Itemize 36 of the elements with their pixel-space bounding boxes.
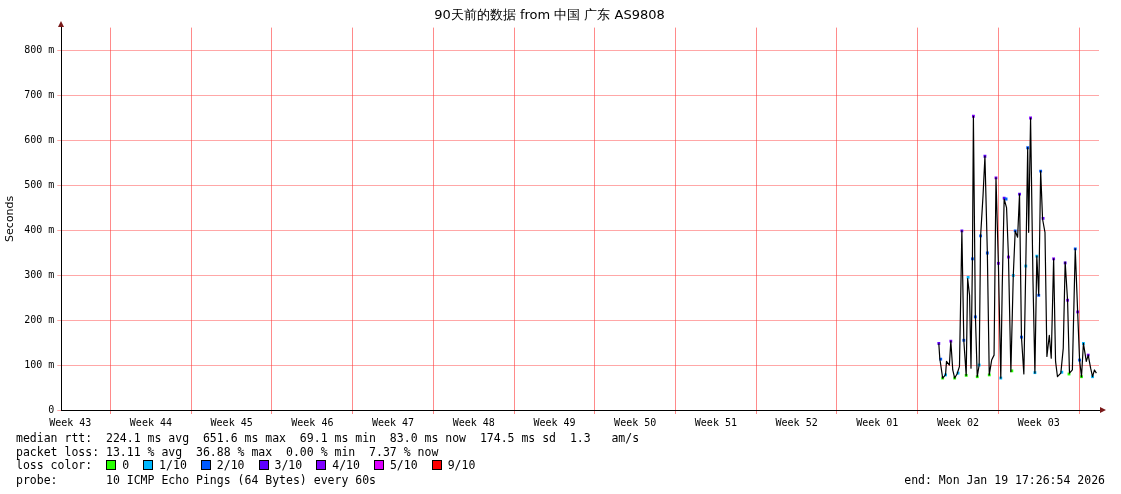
legend-label: 3/10 xyxy=(274,458,303,472)
y-tick-label: 300 m xyxy=(24,268,55,280)
y-tick-label: 600 m xyxy=(24,133,55,145)
text: median rtt: 224.1 ms avg 651.6 ms max 69.1 ms min 83.0 ms now 174.5 ms sd 1.3 am/s xyxy=(16,431,640,445)
x-tick-label: Week 45 xyxy=(210,416,253,428)
x-tick-label: Week 01 xyxy=(856,416,899,428)
x-tick-label: Week 03 xyxy=(1017,416,1060,428)
legend-label: 1/10 xyxy=(159,458,187,472)
x-tick-label: Week 51 xyxy=(694,416,737,428)
x-tick-label: Week 49 xyxy=(533,416,576,428)
y-tick-label: 200 m xyxy=(24,313,55,325)
text: packet loss: 13.11 % avg 36.88 % max 0.00 % min 7.37 % now xyxy=(16,445,439,459)
legend-label: 0 xyxy=(122,458,130,472)
y-tick-label: 500 m xyxy=(24,178,55,190)
text: probe: 10 ICMP Echo Pings (64 Bytes) every 60s xyxy=(16,473,377,487)
x-tick-label: Week 47 xyxy=(371,416,415,428)
legend-label: 2/10 xyxy=(216,458,245,472)
x-tick-label: Week 46 xyxy=(291,416,334,428)
x-tick-label: Week 52 xyxy=(775,416,818,428)
y-tick-label: 100 m xyxy=(24,358,55,370)
legend-title: loss color: xyxy=(16,458,93,472)
y-tick-label: 700 m xyxy=(24,88,55,100)
x-tick-label: Week 02 xyxy=(936,416,980,428)
y-tick-label: 400 m xyxy=(24,223,55,235)
y-tick-label: 800 m xyxy=(24,43,55,55)
text: end: Mon Jan 19 17:26:54 2026 xyxy=(904,473,1105,487)
x-tick-label: Week 50 xyxy=(614,416,657,428)
y-axis-title: Seconds xyxy=(3,195,17,242)
y-tick-label: 0 xyxy=(48,403,55,415)
x-tick-label: Week 44 xyxy=(129,416,173,428)
x-tick-label: Week 43 xyxy=(49,416,92,428)
chart-title: 90天前的数据 from 中国 广东 AS9808 xyxy=(434,7,665,23)
legend-label: 9/10 xyxy=(447,458,476,472)
legend-label: 4/10 xyxy=(332,458,360,472)
legend-label: 5/10 xyxy=(389,458,418,472)
x-tick-label: Week 48 xyxy=(452,416,495,428)
